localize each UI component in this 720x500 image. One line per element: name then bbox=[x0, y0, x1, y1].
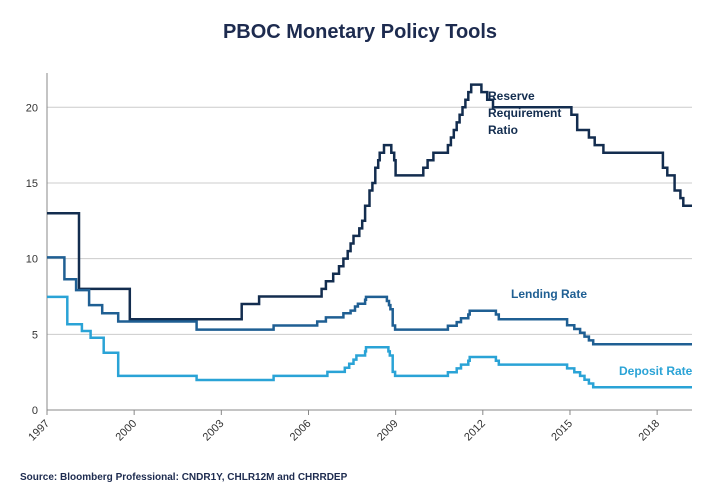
x-tick-label: 2000 bbox=[113, 418, 139, 444]
chart-title: PBOC Monetary Policy Tools bbox=[223, 21, 497, 43]
label-lending-rate: Lending Rate bbox=[511, 287, 587, 301]
source-note: Source: Bloomberg Professional: CNDR1Y, … bbox=[20, 472, 348, 483]
series-line-deposit-rate bbox=[47, 295, 692, 389]
series-labels: Reserve Requirement Ratio Lending Rate Depos… bbox=[488, 89, 693, 378]
x-tick-label: 2003 bbox=[201, 418, 227, 444]
x-tick-label: 2012 bbox=[462, 418, 488, 444]
y-tick-label: 0 bbox=[32, 405, 38, 417]
series-line-reserve-requirement-ratio bbox=[47, 83, 692, 321]
x-tick-label: 2009 bbox=[375, 418, 401, 444]
label-reserve-requirement-ratio: Requirement bbox=[488, 106, 561, 120]
x-tick-label: 2015 bbox=[549, 418, 575, 444]
label-reserve-requirement-ratio: Ratio bbox=[488, 123, 518, 137]
y-tick-label: 10 bbox=[26, 254, 38, 266]
y-tick-label: 5 bbox=[32, 329, 38, 341]
x-tick-label: 2006 bbox=[288, 418, 314, 444]
x-tick-label: 2018 bbox=[636, 418, 662, 444]
series-lines bbox=[47, 83, 692, 389]
y-tick-label: 20 bbox=[26, 102, 38, 114]
x-tick-label: 1997 bbox=[26, 418, 52, 444]
label-deposit-rate: Deposit Rate bbox=[619, 364, 693, 378]
label-reserve-requirement-ratio: Reserve bbox=[488, 89, 535, 103]
y-tick-label: 15 bbox=[26, 178, 38, 190]
axes: 0 5 10 15 20 1997 2000 2003 2006 2009 2012 2015 2018 bbox=[26, 73, 692, 443]
series-line-lending-rate bbox=[47, 256, 692, 346]
